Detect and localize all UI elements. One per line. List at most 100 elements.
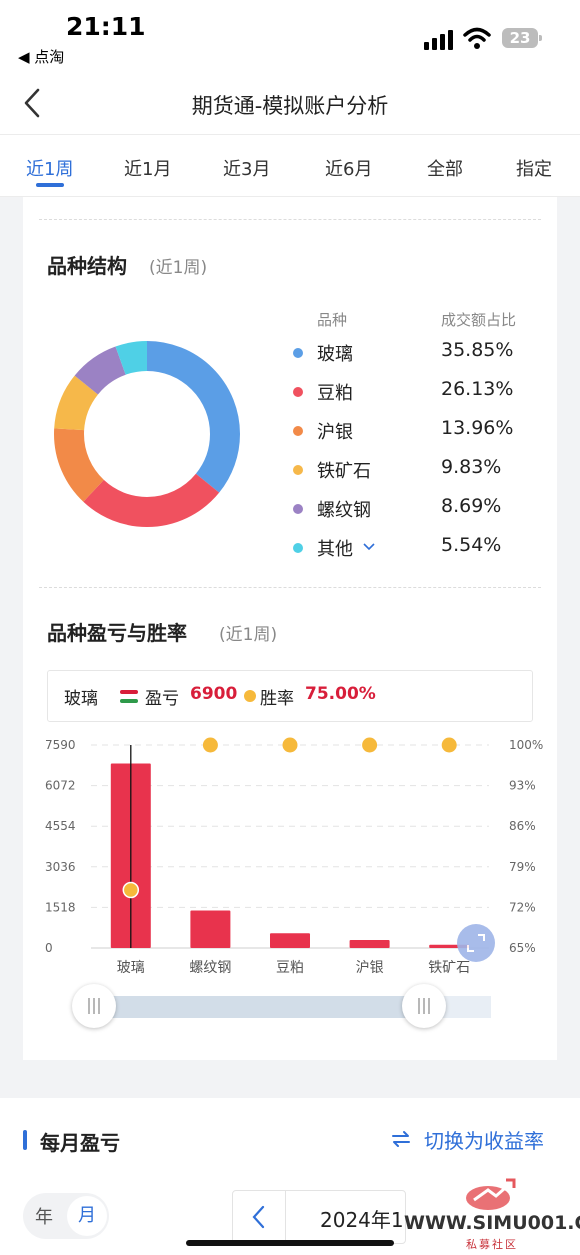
toggle-month[interactable]: 月 [67,1196,107,1236]
structure-title: 品种结构 [47,254,127,278]
legend-share: 8.69% [441,495,502,517]
nav-bar: 期货通-模拟账户分析 [0,72,580,135]
x-category-label: 螺纹钢 [189,960,231,976]
legend-share: 5.54% [441,534,502,556]
tab-1-week[interactable]: 近1周 [26,159,74,180]
legend-share: 26.13% [441,378,514,400]
chart-tooltip: 玻璃 盈亏 6900 胜率 75.00% [47,670,533,722]
y-right-tick: 79% [509,860,536,874]
y-left-tick: 3036 [45,860,76,874]
legend-item[interactable]: 玻璃 35.85% [293,338,533,368]
tab-all[interactable]: 全部 [427,159,463,180]
year-month-toggle: 年 月 [23,1193,109,1239]
variety-donut-chart[interactable] [53,340,241,528]
zoom-slider-range[interactable] [96,996,425,1018]
winrate-point[interactable] [202,737,218,753]
home-indicator[interactable] [186,1240,394,1246]
back-arrow-icon[interactable] [18,86,48,120]
switch-icon[interactable] [390,1128,412,1150]
zoom-slider-right-handle[interactable] [402,984,446,1028]
y-left-tick: 6072 [45,779,76,793]
pnl-period: (近1周) [219,625,278,645]
winrate-series-icon [244,690,256,702]
tab-6-months[interactable]: 近6月 [325,159,373,180]
legend-dot [293,465,303,475]
winrate-point[interactable] [282,737,298,753]
legend-item[interactable]: 豆粕 26.13% [293,377,533,407]
legend-name: 沪银 [317,422,353,443]
pnl-bar[interactable] [349,939,390,948]
tooltip-winrate-label: 胜率 [260,689,294,709]
cellular-signal-icon [424,30,453,50]
y-left-tick: 1518 [45,900,76,914]
legend-item[interactable]: 螺纹钢 8.69% [293,494,533,524]
donut-slice-5[interactable] [54,341,240,527]
watermark-sub: 私募社区 [466,1238,518,1251]
pnl-series-icon [120,690,138,703]
legend-share: 35.85% [441,339,514,361]
watermark-logo-icon [466,1178,516,1210]
y-right-tick: 86% [509,819,536,833]
status-bar: 21:11 ◀ 点淘 23 [0,0,580,72]
y-right-tick: 100% [509,738,543,752]
wifi-icon [463,27,491,49]
tooltip-winrate-value: 75.00% [305,684,376,704]
x-category-label: 玻璃 [117,959,145,976]
pnl-bar[interactable] [270,933,310,948]
date-value: 2024年1 [320,1208,404,1232]
watermark: WWW.SIMU001.CN 私募社区 [404,1176,580,1255]
monthly-title: 每月盈亏 [40,1131,120,1155]
legend-item[interactable]: 沪银 13.96% [293,416,533,446]
tab-1-month[interactable]: 近1月 [124,159,172,180]
pnl-winrate-chart[interactable]: 7590 6072 4554 3036 1518 0 100% 93% 86% 79% 72% 65%… [23,730,557,1030]
y-left-tick: 7590 [45,738,76,752]
tooltip-variety: 玻璃 [64,689,98,709]
date-picker[interactable]: 2024年1 [232,1190,406,1244]
legend-dot [293,504,303,514]
donut-slice-1[interactable] [54,341,240,527]
legend-dot [293,348,303,358]
tooltip-pnl-value: 6900 [190,684,238,704]
winrate-point[interactable] [122,881,140,899]
page-title: 期货通-模拟账户分析 [191,94,389,118]
battery-icon: 23 [502,28,542,48]
winrate-point[interactable] [362,737,378,753]
chevron-down-icon[interactable] [363,542,375,552]
clock: 21:11 [66,12,146,41]
y-right-tick: 65% [509,941,536,955]
tab-3-months[interactable]: 近3月 [223,159,271,180]
legend-name: 螺纹钢 [317,500,371,521]
legend-share: 9.83% [441,456,502,478]
structure-period: (近1周) [149,258,208,278]
legend-name: 铁矿石 [317,461,371,482]
divider [39,219,541,220]
legend-name: 其他 [317,539,353,560]
switch-to-return-rate-link[interactable]: 切换为收益率 [424,1129,544,1153]
y-right-tick: 93% [509,779,536,793]
period-tabs: 近1周 近1月 近3月 近6月 全部 指定 [0,135,580,197]
expand-chart-button[interactable] [457,924,495,962]
y-left-tick: 4554 [45,819,76,833]
toggle-year[interactable]: 年 [35,1207,53,1228]
legend-item-other[interactable]: 其他 5.54% [293,533,533,563]
x-category-label: 沪银 [356,960,384,976]
tab-custom[interactable]: 指定 [516,159,552,180]
x-category-label: 豆粕 [276,960,304,976]
pnl-bar[interactable] [190,910,231,948]
legend-item[interactable]: 铁矿石 9.83% [293,455,533,485]
tooltip-pnl-label: 盈亏 [145,689,179,709]
legend-dot [293,387,303,397]
back-to-app-link[interactable]: ◀ 点淘 [18,48,65,66]
donut-slice-2[interactable] [54,341,240,527]
legend-header-variety: 品种 [317,311,348,329]
legend-dot [293,543,303,553]
divider [39,587,541,588]
previous-period-button[interactable] [233,1191,286,1243]
legend-dot [293,426,303,436]
y-right-tick: 72% [509,900,536,914]
legend-name: 玻璃 [317,344,353,365]
zoom-slider-left-handle[interactable] [72,984,116,1028]
analysis-card: 品种结构 (近1周) 品种 成交额占比 玻璃 35.85% 豆粕 26.13% … [23,197,557,1060]
y-left-tick: 0 [45,941,53,955]
winrate-point[interactable] [441,737,457,753]
